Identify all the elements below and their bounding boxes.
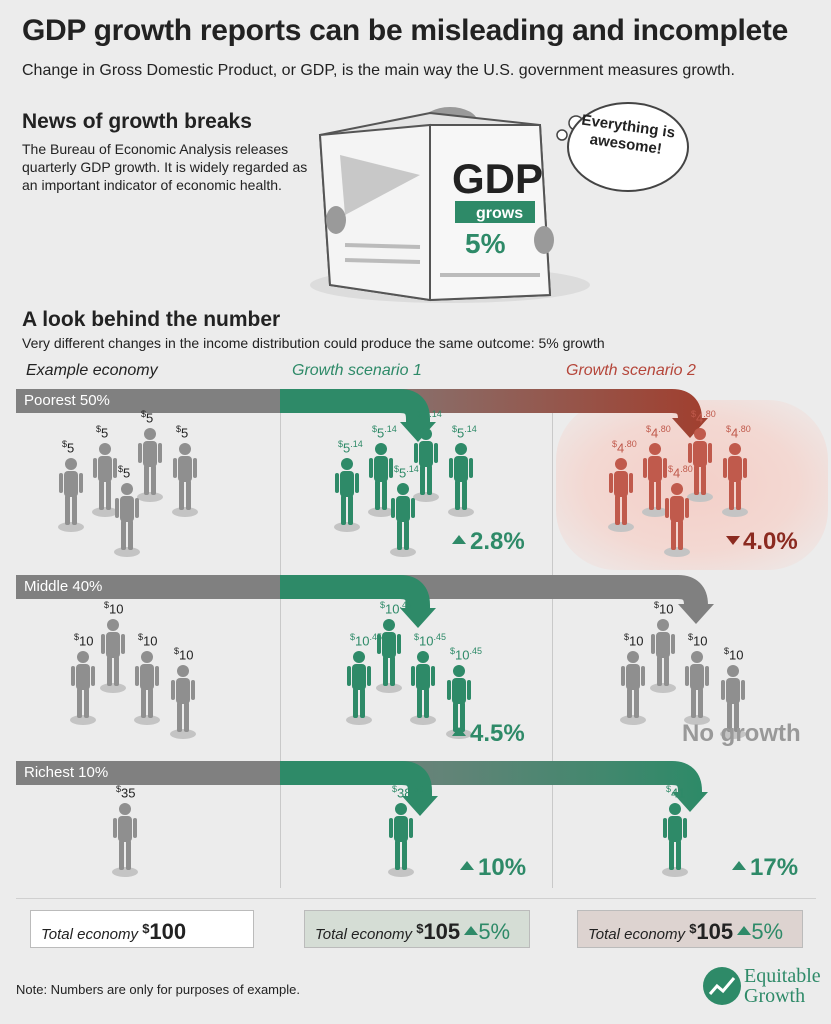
person-icon [448, 443, 474, 517]
behind-heading: A look behind the number [22, 308, 281, 331]
income-label: $41 [666, 784, 686, 801]
income-label: $5.14 [394, 464, 419, 481]
income-label: $5.14 [452, 424, 477, 441]
newspaper-pct: 5% [465, 228, 506, 259]
person-icon [687, 428, 713, 502]
change-s2-richest: 17% [732, 854, 798, 882]
behind-subheading: Very different changes in the income dis… [22, 335, 605, 351]
news-heading: News of growth breaks [22, 110, 252, 133]
page-title: GDP growth reports can be misleading and… [22, 14, 788, 47]
person-icon [388, 803, 414, 877]
person-icon [334, 458, 360, 532]
person-icon [137, 428, 163, 502]
change-s2-poorest: 4.0% [726, 528, 798, 556]
income-label: $4.80 [726, 424, 751, 441]
column-scenario1: Growth scenario 1 [292, 362, 422, 379]
person-icon [134, 651, 160, 725]
income-label: $10 [104, 600, 124, 617]
person-icon [172, 443, 198, 517]
person-icon [92, 443, 118, 517]
person-icon [410, 651, 436, 725]
divider [16, 898, 816, 899]
income-label: $10 [624, 632, 644, 649]
person-icon [390, 483, 416, 557]
income-label: $10.45 [414, 632, 446, 649]
person-icon [100, 619, 126, 693]
income-label: $10.45 [380, 600, 412, 617]
person-icon [58, 458, 84, 532]
newspaper-headline: GDP [452, 155, 543, 202]
income-label: $10 [654, 600, 674, 617]
column-divider [552, 408, 553, 888]
person-icon [664, 483, 690, 557]
total-scenario2: Total economy $105 5% [577, 910, 803, 948]
person-icon [413, 428, 439, 502]
column-scenario2: Growth scenario 2 [566, 362, 696, 379]
total-scenario1: Total economy $105 5% [304, 910, 530, 948]
equitable-growth-logo-icon [703, 967, 741, 1005]
arrow-middle-s2 [250, 575, 714, 624]
income-label: $10 [724, 646, 744, 663]
person-icon [170, 665, 196, 739]
person-icon [620, 651, 646, 725]
income-label: $10 [74, 632, 94, 649]
arrow-poorest-s2 [250, 389, 708, 438]
income-label: $5 [176, 424, 189, 441]
arrow-richest-s1 [280, 761, 438, 816]
income-label: $35 [116, 784, 136, 801]
income-label: $4.80 [646, 424, 671, 441]
change-s2-middle: No growth [682, 720, 801, 747]
income-label: $10 [174, 646, 194, 663]
newspaper-grows: grows [476, 205, 523, 222]
income-label: $5.14 [417, 409, 442, 426]
person-icon [608, 458, 634, 532]
income-label: $4.80 [612, 439, 637, 456]
page-subtitle: Change in Gross Domestic Product, or GDP… [22, 62, 735, 79]
person-icon [662, 803, 688, 877]
newspaper-illustration: GDP grows 5% [310, 102, 689, 303]
person-icon [112, 803, 138, 877]
person-icon [642, 443, 668, 517]
arrow-poorest-s1 [280, 389, 436, 442]
income-label: $5 [118, 464, 131, 481]
income-label: $5 [62, 439, 75, 456]
income-label: $5 [96, 424, 109, 441]
person-icon [722, 443, 748, 517]
column-divider [280, 408, 281, 888]
income-label: $4.80 [668, 464, 693, 481]
person-icon [376, 619, 402, 693]
person-icon [114, 483, 140, 557]
column-example: Example economy [26, 362, 158, 379]
change-s1-middle: 4.5% [452, 720, 525, 748]
news-body: The Bureau of Economic Analysis releases… [22, 141, 308, 193]
row-label-richest: Richest 10% [16, 761, 266, 785]
income-label: $5.14 [372, 424, 397, 441]
arrow-middle-s1 [280, 575, 436, 628]
row-label-poorest: Poorest 50% [16, 389, 266, 413]
income-label: $10.45 [450, 646, 482, 663]
footnote: Note: Numbers are only for purposes of e… [16, 982, 300, 997]
change-s1-poorest: 2.8% [452, 528, 525, 556]
person-icon [650, 619, 676, 693]
person-icon [368, 443, 394, 517]
income-label: $10 [688, 632, 708, 649]
person-icon [346, 651, 372, 725]
income-label: $5.14 [338, 439, 363, 456]
income-label: $38.50 [392, 784, 424, 801]
row-label-middle: Middle 40% [16, 575, 266, 599]
income-label: $5 [141, 409, 154, 426]
person-icon [684, 651, 710, 725]
arrow-richest-s2 [250, 761, 708, 812]
person-icon [70, 651, 96, 725]
person-icon [720, 665, 746, 739]
income-label: $10 [138, 632, 158, 649]
total-example: Total economy $100 [30, 910, 254, 948]
change-s1-richest: 10% [460, 854, 526, 882]
income-label: $10.45 [350, 632, 382, 649]
income-label: $4.80 [691, 409, 716, 426]
logo-text: Equitable Growth [744, 965, 821, 1007]
